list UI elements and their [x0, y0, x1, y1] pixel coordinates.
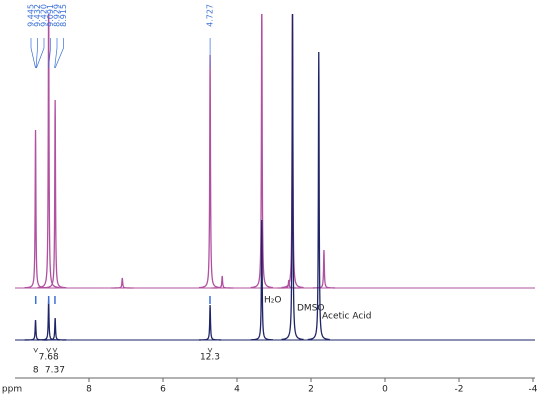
integral-bracket	[33, 347, 39, 353]
peak	[277, 279, 300, 289]
peak	[211, 275, 234, 289]
x-tick-label: -2	[455, 385, 464, 395]
annotation: DMSO	[297, 304, 325, 314]
annotation: H₂O	[264, 296, 281, 306]
peak-connector	[54, 38, 64, 69]
peak	[199, 304, 222, 341]
peak-label: 8.929	[53, 4, 62, 27]
peak-connector	[48, 38, 51, 69]
x-axis-label: ppm	[2, 385, 22, 395]
x-tick-label: 4	[234, 385, 240, 395]
peak-connector	[54, 38, 58, 69]
peak	[307, 51, 330, 341]
peak-connector	[35, 38, 38, 69]
integral-label: 7.68	[39, 353, 59, 363]
peak	[44, 99, 67, 289]
peak-label: 8.915	[59, 4, 68, 27]
integral-label: 12.3	[200, 353, 220, 363]
x-tick-label: 8	[86, 385, 92, 395]
integral-label: 8	[33, 366, 39, 376]
traces	[15, 14, 535, 341]
integral-bracket	[207, 347, 213, 353]
peak-connector	[30, 38, 36, 69]
peak-label: 9.445	[27, 4, 36, 27]
peak	[111, 277, 134, 289]
peak	[24, 319, 47, 341]
peak	[24, 129, 47, 289]
x-tick-label: 6	[160, 385, 166, 395]
peak-label: 4.727	[206, 4, 215, 27]
peak-label: 9.432	[33, 4, 42, 27]
integral-bracket	[46, 347, 52, 353]
peak	[198, 54, 222, 289]
peak-connector	[36, 38, 45, 69]
x-tick-label: 2	[308, 385, 314, 395]
peak	[281, 14, 304, 341]
integral-bracket	[52, 347, 58, 353]
x-tick-label: 0	[382, 385, 388, 395]
x-tick-label: -4	[529, 385, 538, 395]
peak	[312, 249, 336, 289]
peak	[37, 14, 60, 289]
peak-label: 9.091	[46, 4, 55, 27]
peak	[44, 317, 67, 341]
annotation: Acetic Acid	[322, 312, 371, 322]
integral-label: 7.37	[45, 366, 65, 376]
peak-label: 9.420	[40, 4, 49, 27]
peak	[250, 14, 273, 289]
peak	[281, 14, 304, 289]
peak	[250, 219, 273, 341]
